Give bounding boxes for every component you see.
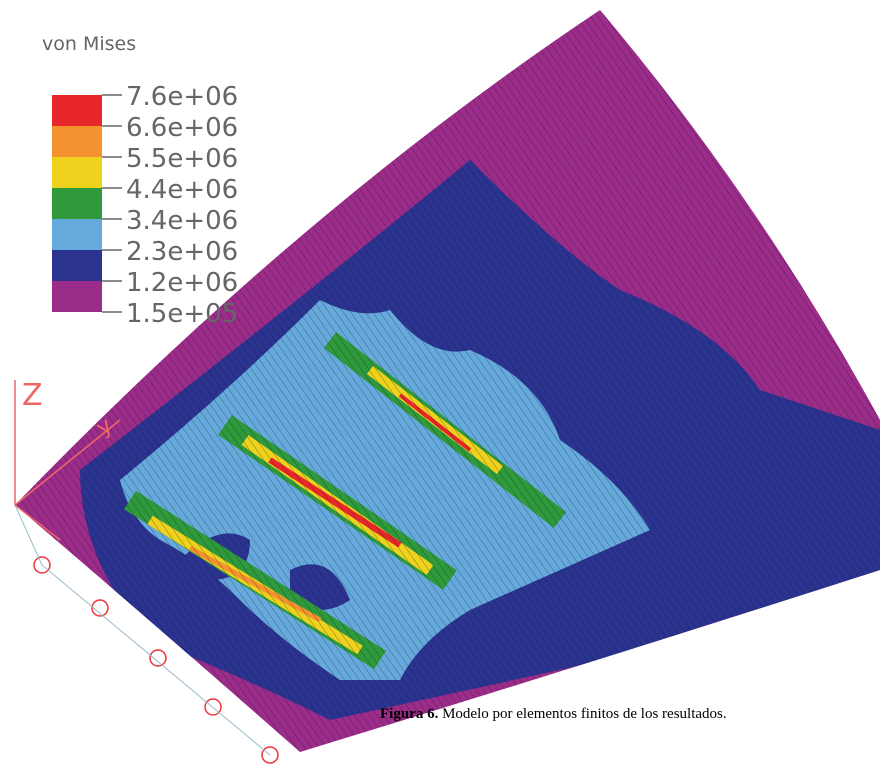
legend-label: 1.5e+05 <box>126 299 238 329</box>
legend: 7.6e+066.6e+065.5e+064.4e+063.4e+062.3e+… <box>52 82 238 329</box>
legend-label: 4.4e+06 <box>126 175 238 205</box>
legend-label: 1.2e+06 <box>126 268 238 298</box>
caption: Figura 6. Modelo por elementos finitos d… <box>380 706 727 722</box>
legend-swatch <box>52 250 102 281</box>
caption-label: Figura 6. <box>380 706 439 722</box>
legend-swatch <box>52 188 102 219</box>
legend-swatch <box>52 219 102 250</box>
legend-swatch <box>52 126 102 157</box>
legend-label: 6.6e+06 <box>126 113 238 143</box>
legend-label: 2.3e+06 <box>126 237 238 267</box>
legend-title: von Mises <box>42 33 136 55</box>
axis-label: Z <box>22 378 43 413</box>
legend-swatch <box>52 157 102 188</box>
legend-swatch <box>52 281 102 312</box>
legend-label: 3.4e+06 <box>126 206 238 236</box>
caption-text: Modelo por elementos finitos de los resu… <box>438 706 726 722</box>
legend-label: 5.5e+06 <box>126 144 238 174</box>
legend-label: 7.6e+06 <box>126 82 238 112</box>
legend-swatch <box>52 95 102 126</box>
figure: Z y von Mises 7.6e+066.6e+065.5e+064.4e+… <box>0 0 883 768</box>
